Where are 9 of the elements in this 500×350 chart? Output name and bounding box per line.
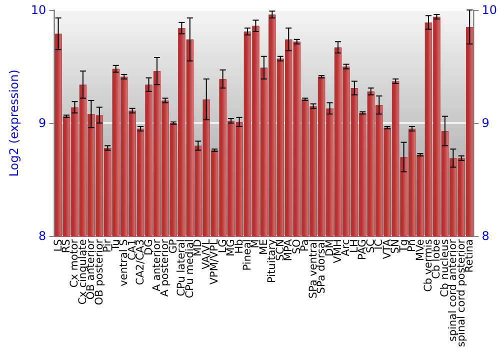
y-tick-label: 8 — [38, 229, 46, 244]
y-axis-title: Log2 (expression) — [7, 70, 21, 177]
y2-tick-label: 10 — [482, 3, 498, 17]
x-tick-label: Pituitary — [266, 239, 278, 283]
y-tick-label: 9 — [38, 116, 46, 130]
y2-tick-label: 8 — [482, 229, 490, 244]
y2-tick-label: 9 — [482, 116, 490, 130]
y-tick-label: 10 — [30, 3, 46, 17]
x-tick-label: Retina — [464, 239, 476, 273]
